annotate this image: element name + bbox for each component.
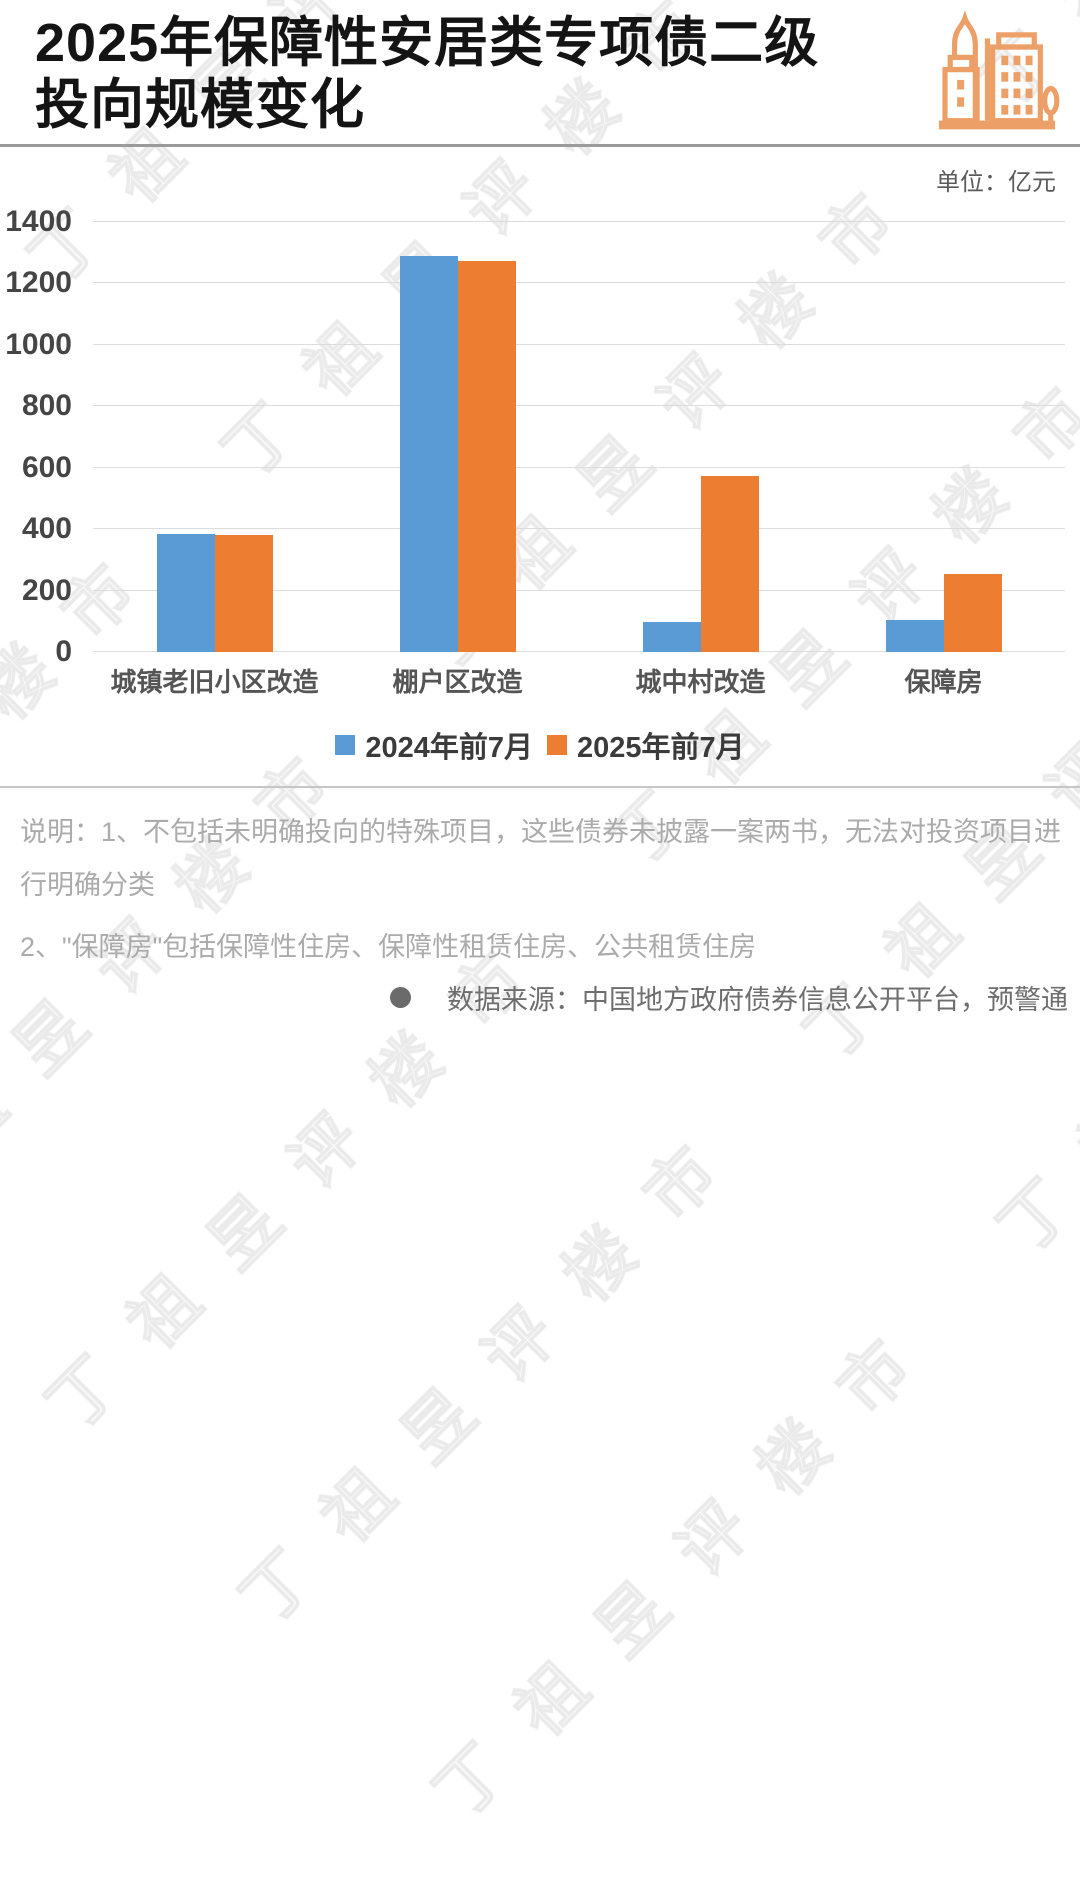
x-axis-label: 城中村改造 [635, 667, 766, 697]
legend-label: 2025年前7月 [577, 732, 745, 764]
chart-legend: 2024年前7月 2025年前7月 [0, 724, 1080, 766]
data-source-row: 数据来源：中国地方政府债券信息公开平台，预警通 [0, 978, 1068, 1017]
gridline [93, 282, 1065, 284]
x-axis-label: 城镇老旧小区改造 [110, 667, 319, 697]
x-axis-label: 棚户区改造 [392, 667, 523, 697]
gridline [93, 589, 1065, 591]
y-tick-label: 1200 [5, 266, 72, 300]
unit-label: 单位：亿元 [936, 169, 1056, 196]
legend-item: 2025年前7月 [547, 724, 745, 766]
bar-group-3 [579, 222, 822, 652]
title-divider [0, 144, 1080, 147]
y-tick-label: 0 [55, 635, 72, 668]
bar-2024年前7月-棚户区改造 [399, 255, 458, 652]
gridline [93, 651, 1065, 652]
bar-2024年前7月-城镇老旧小区改造 [156, 534, 215, 652]
x-axis-labels: 城镇老旧小区改造 棚户区改造 城中村改造 保障房 [93, 662, 1065, 699]
legend-label: 2024年前7月 [365, 732, 533, 764]
y-tick-label: 1400 [5, 205, 72, 238]
x-axis-label: 保障房 [904, 667, 983, 697]
legend-swatch-icon [547, 735, 567, 755]
bar-2024年前7月-城中村改造 [642, 621, 701, 652]
bar-2024年前7月-保障房 [885, 620, 944, 652]
gridline [93, 221, 1065, 222]
legend-swatch-icon [335, 735, 356, 755]
note-1: 说明：1、不包括未明确投向的特殊项目，这些债券未披露一案两书，无法对投资项目进行… [20, 817, 1062, 900]
data-source-text: 数据来源：中国地方政府债券信息公开平台，预警通 [447, 985, 1068, 1015]
bar-2025年前7月-城中村改造 [700, 476, 759, 652]
page-title: 2025年保障性安居类专项债二级 投向规模变化 [35, 12, 819, 136]
bar-2025年前7月-保障房 [943, 574, 1002, 652]
y-axis: 0 200 400 600 800 1000 1200 1400 [0, 205, 84, 668]
y-tick-label: 1000 [5, 327, 72, 361]
legend-item: 2024年前7月 [335, 724, 533, 766]
notes-block: 说明：1、不包括未明确投向的特殊项目，这些债券未披露一案两书，无法对投资项目进行… [20, 806, 1064, 974]
gridline [93, 405, 1065, 407]
bar-group-4 [822, 222, 1065, 652]
y-tick-label: 400 [21, 512, 72, 546]
bar-chart-plot [93, 221, 1065, 652]
bar-group-2 [336, 222, 579, 652]
note-2: 2、"保障房"包括保障性住房、保障性租赁住房、公共租赁住房 [20, 932, 757, 962]
gridline [93, 343, 1065, 345]
notes-divider [0, 786, 1080, 788]
bar-2025年前7月-城镇老旧小区改造 [214, 535, 273, 652]
bullet-icon [390, 987, 411, 1008]
page-title-line2: 投向规模变化 [35, 75, 365, 135]
y-tick-label: 800 [21, 389, 72, 423]
bar-groups [93, 222, 1065, 652]
city-buildings-icon [938, 10, 1060, 130]
y-tick-label: 200 [21, 573, 72, 607]
bar-2025年前7月-棚户区改造 [457, 261, 516, 652]
gridline [93, 528, 1065, 530]
bar-group-1 [93, 222, 336, 652]
y-tick-label: 600 [21, 450, 72, 484]
page-title-line1: 2025年保障性安居类专项债二级 [35, 13, 820, 73]
gridline [93, 466, 1065, 468]
